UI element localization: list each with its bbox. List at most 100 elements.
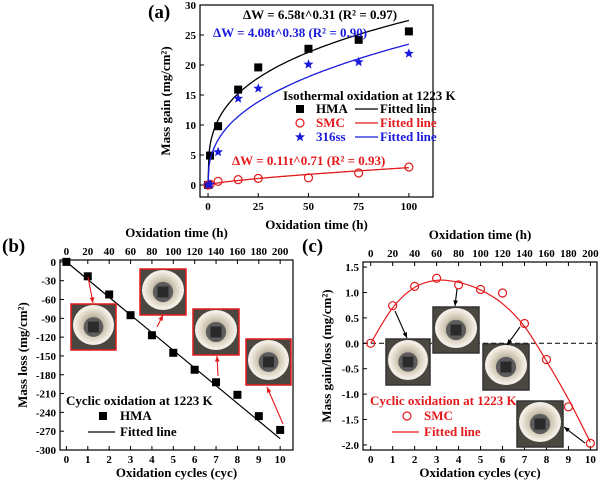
x-axis-label: Oxidation cycles (cyc) <box>419 465 540 480</box>
data-point-316ss <box>404 48 414 58</box>
data-point-SMC <box>519 318 530 329</box>
y-tick-label: -210 <box>36 389 57 401</box>
x2-tick-label: 140 <box>208 246 225 258</box>
legend-label-fit: Fitted line <box>424 424 481 439</box>
x-tick-label: 3 <box>128 454 134 466</box>
legend-title: Cyclic oxidation at 1223 K <box>66 393 213 408</box>
x-tick-label: 5 <box>171 454 177 466</box>
x-axis-label: Oxidation time (h) <box>265 217 368 232</box>
photo-cycle-10 <box>245 338 292 386</box>
data-point-SMC <box>585 438 596 448</box>
legend-label-HMA: HMA <box>316 101 348 116</box>
x2-tick-label: 0 <box>64 246 70 258</box>
equation-smc: ΔW = 0.11t^0.71 (R² = 0.93) <box>232 153 385 168</box>
equation-316ss: ΔW = 4.08t^0.38 (R² = 0.90) <box>213 25 367 40</box>
x-tick-label: 0 <box>368 454 374 466</box>
photo-cycle-7 <box>192 308 240 356</box>
data-point-SMC <box>453 280 464 290</box>
y-tick-label: -180 <box>36 370 57 382</box>
data-point-316ss <box>353 56 364 67</box>
data-point-SMC <box>303 173 314 183</box>
legend-label-316ss: 316ss <box>316 129 346 144</box>
x-tick-label: 3 <box>434 454 440 466</box>
x-tick-label: 4 <box>149 454 155 466</box>
plot-frame <box>199 4 434 198</box>
x-tick-label: 6 <box>192 454 198 466</box>
arrow-c2-head <box>453 300 458 306</box>
x2-tick-label: 40 <box>409 248 421 260</box>
y-tick-label: -90 <box>41 313 56 325</box>
x-tick-label: 5 <box>478 454 484 466</box>
x-tick-label: 10 <box>585 454 597 466</box>
y-tick-label: -60 <box>41 295 56 307</box>
x2-tick-label: 20 <box>387 248 399 260</box>
x2-tick-label: 160 <box>538 248 555 260</box>
x-tick-label: 9 <box>256 454 262 466</box>
legend-title: Cyclic oxidation at 1223 K <box>370 393 517 408</box>
sample <box>157 286 169 298</box>
x-tick-label: 8 <box>235 454 241 466</box>
data-point-SMC <box>475 284 486 295</box>
x-tick-label: 10 <box>275 454 287 466</box>
legend-marker <box>402 411 412 421</box>
y-tick-label: 0 <box>191 180 197 192</box>
x-tick-label: 75 <box>353 201 365 213</box>
data-point-HMA <box>83 272 92 281</box>
x2-tick-label: 20 <box>82 246 94 258</box>
data-point-SMC <box>497 288 508 298</box>
y-tick-label: 0 <box>51 257 57 269</box>
sample <box>534 418 546 430</box>
data-point-SMC <box>354 168 364 178</box>
x-tick-label: 1 <box>85 454 91 466</box>
legend-fit-label: Fitted line <box>380 101 437 116</box>
sample <box>263 356 274 368</box>
y-tick-label: -120 <box>36 332 57 344</box>
data-point-HMA <box>254 63 263 72</box>
legend-title: Isothermal oxidation at 1223 K <box>283 88 457 103</box>
x2-tick-label: 0 <box>368 248 374 260</box>
x2-tick-label: 100 <box>472 248 489 260</box>
x2-tick-label: 180 <box>251 246 268 258</box>
x2-axis-label: Oxidation time (h) <box>429 227 532 242</box>
arrow-b4-head <box>267 387 272 393</box>
data-point-HMA <box>276 425 285 434</box>
x-tick-label: 50 <box>303 201 315 213</box>
x2-tick-label: 200 <box>272 246 289 258</box>
panel-label: (c) <box>302 236 323 257</box>
legend-fit-label: Fitted line <box>380 115 437 130</box>
x-axis-label: Oxidation cycles (cyc) <box>116 465 237 480</box>
data-point-316ss <box>213 146 223 157</box>
arrow-b2-head <box>158 315 163 321</box>
x-tick-label: 8 <box>544 454 550 466</box>
photo-cycle-1 <box>70 303 117 351</box>
y-tick-label: 20 <box>185 60 197 72</box>
data-point-HMA <box>233 390 242 399</box>
arrow-b4 <box>266 386 284 425</box>
data-point-HMA <box>62 257 71 266</box>
data-point-HMA <box>254 412 263 421</box>
y-tick-label: -300 <box>36 445 57 457</box>
x2-tick-label: 80 <box>146 246 158 258</box>
equation-hma: ΔW = 6.58t^0.31 (R² = 0.97) <box>243 7 397 22</box>
x2-tick-label: 160 <box>229 246 246 258</box>
data-point-SMC <box>366 338 376 348</box>
y-axis-label: Mass loss (mg/cm²) <box>15 302 30 408</box>
data-point-HMA <box>214 122 223 131</box>
x-tick-label: 7 <box>213 454 219 466</box>
data-point-SMC <box>432 273 442 283</box>
y-tick-label: -0.5 <box>342 364 360 376</box>
fit-line-316ss <box>207 43 410 186</box>
data-point-HMA <box>234 85 243 94</box>
y-tick-label: 15 <box>185 90 197 102</box>
y-tick-label: -1.0 <box>342 389 360 401</box>
data-point-HMA <box>190 365 199 374</box>
y-tick-label: 1.5 <box>345 262 359 274</box>
y-tick-label: 0.5 <box>345 313 359 325</box>
legend-label-SMC: SMC <box>424 408 453 423</box>
x2-tick-label: 60 <box>431 248 443 260</box>
data-point-HMA <box>206 151 215 160</box>
data-point-HMA <box>354 35 363 44</box>
y-tick-label: 25 <box>185 30 197 42</box>
y-tick-label: 5 <box>191 150 197 162</box>
x2-tick-label: 40 <box>104 246 116 258</box>
